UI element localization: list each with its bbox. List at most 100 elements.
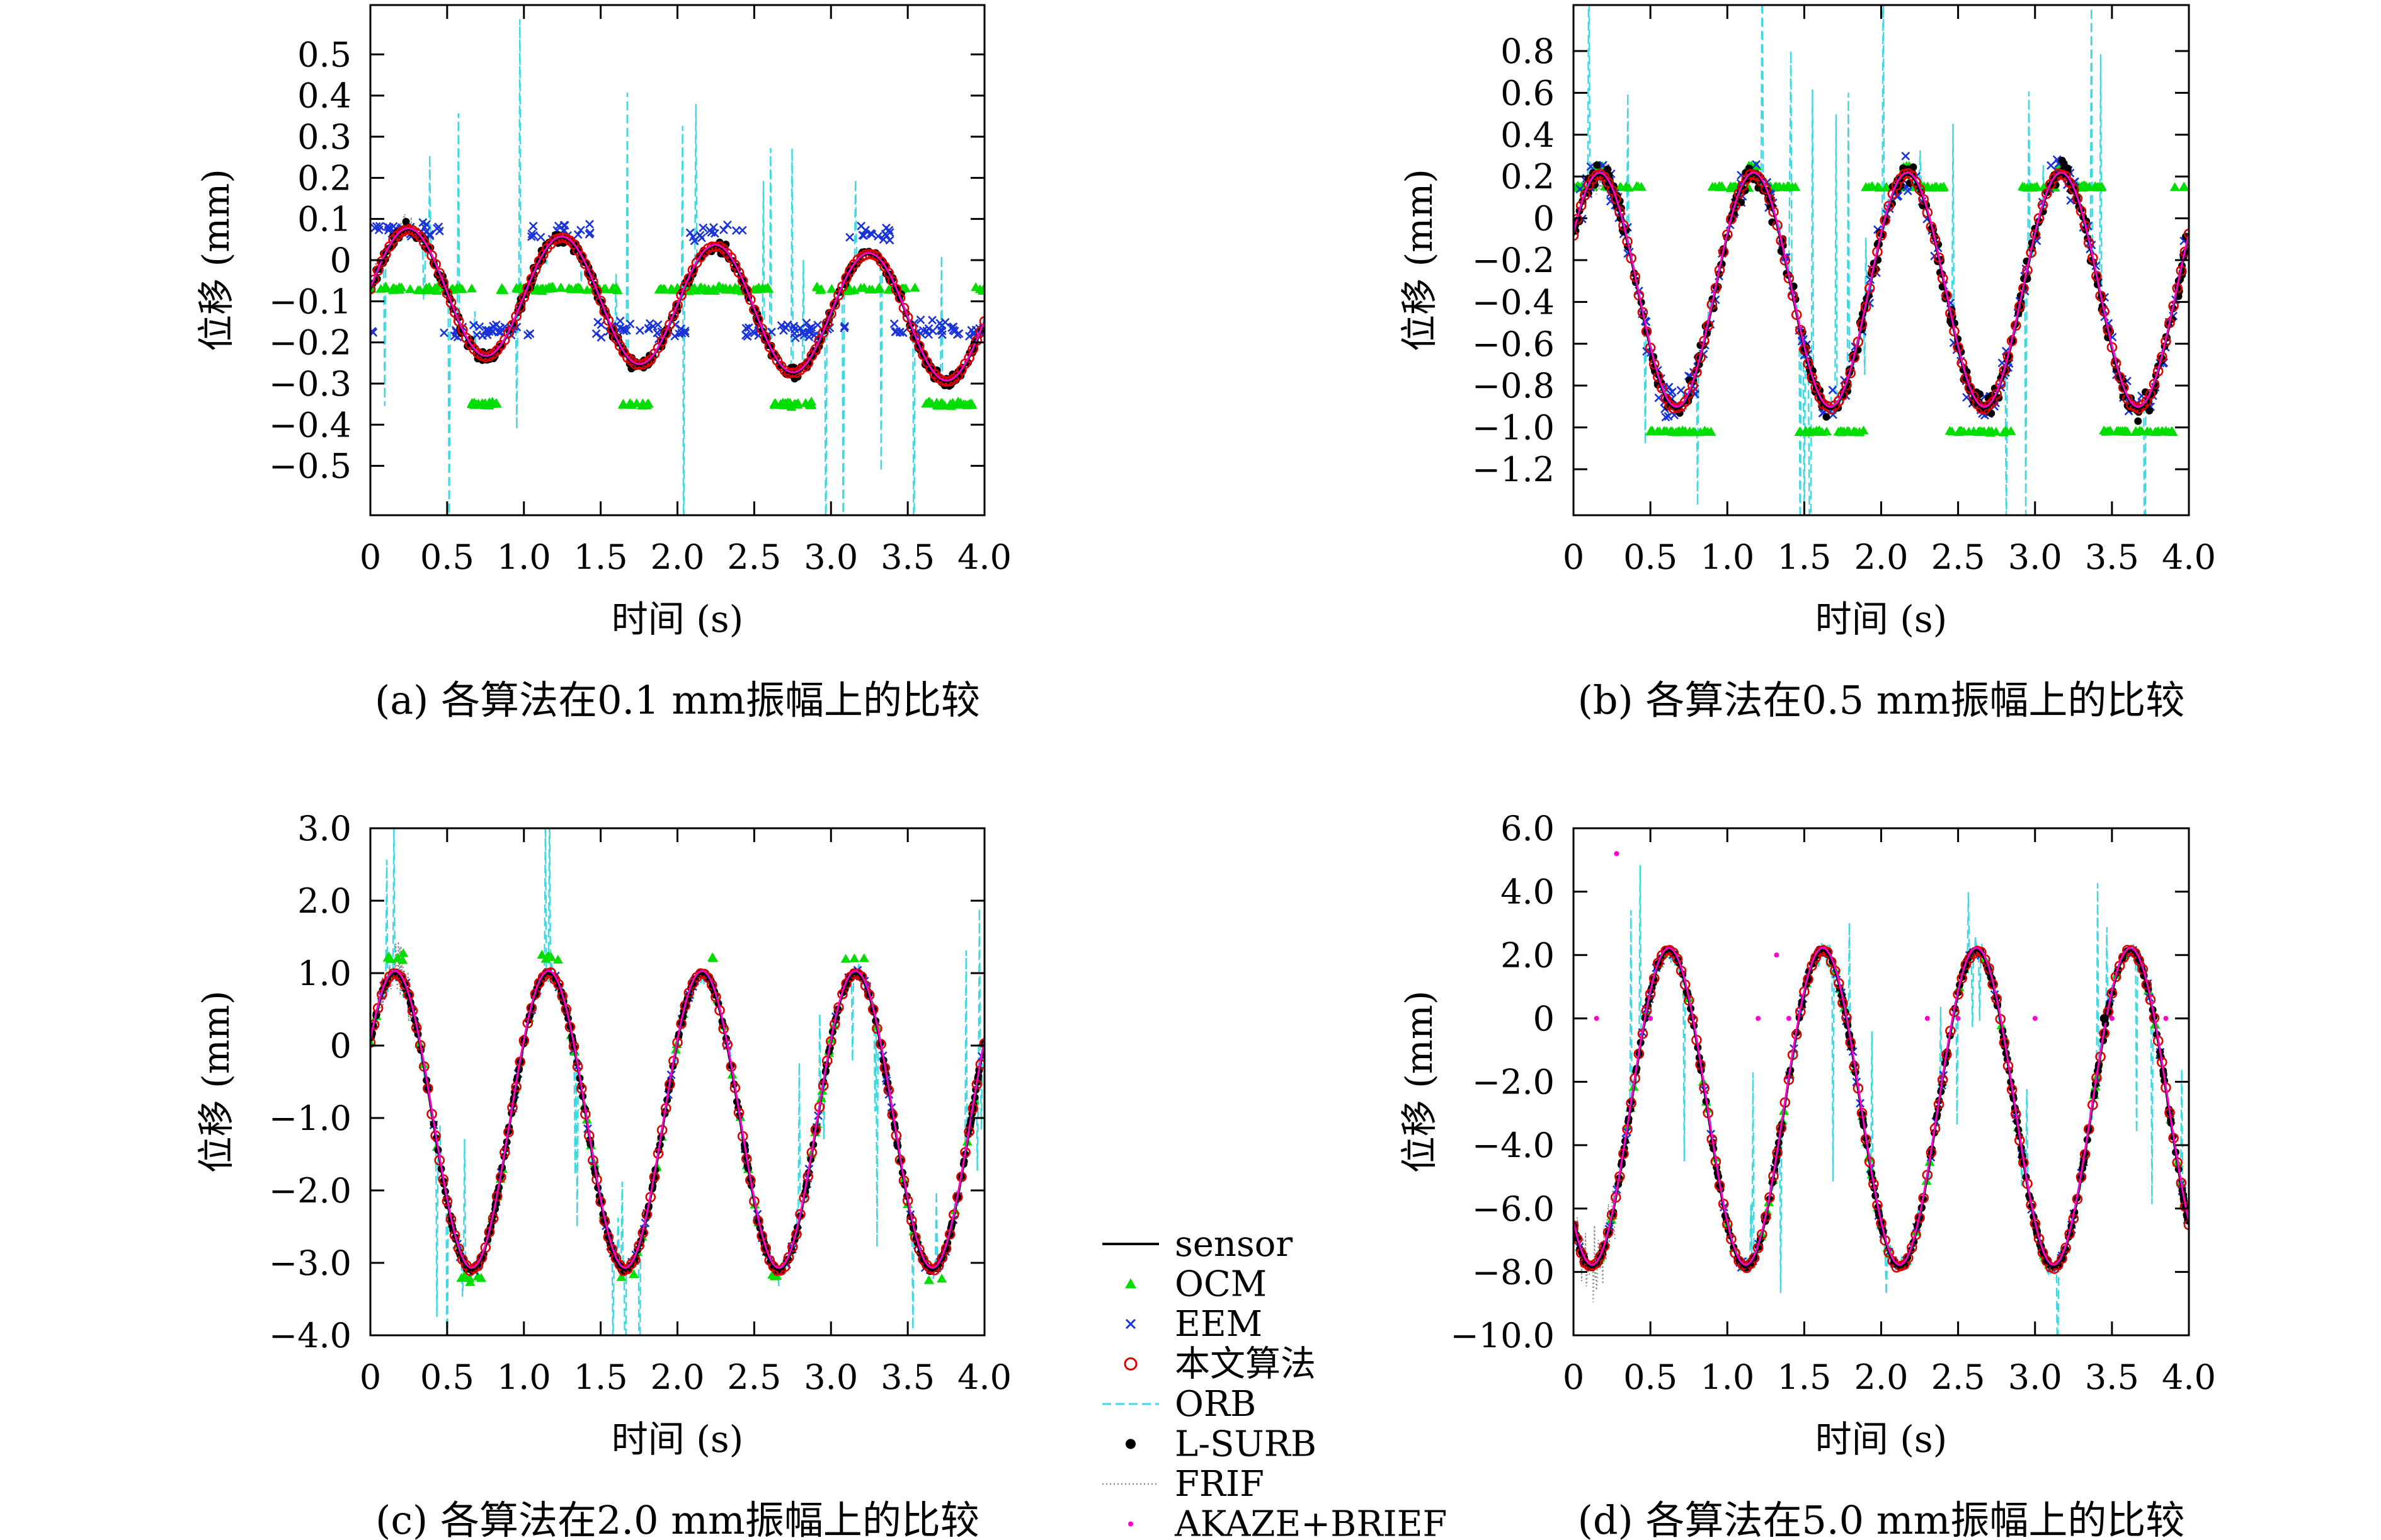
ocm-point — [826, 283, 837, 293]
ours-point — [737, 275, 748, 287]
ours-point — [370, 1037, 376, 1048]
ours-point — [445, 297, 457, 308]
series-akaze-line — [370, 969, 985, 1269]
ours-point — [837, 281, 848, 292]
ocm-point — [769, 1271, 780, 1280]
y-tick-label: 2.0 — [1500, 935, 1555, 975]
ours-point — [2183, 229, 2189, 239]
ocm-point — [964, 399, 974, 409]
ocm-point — [2022, 183, 2033, 192]
y-axis-label: 位移 (mm) — [195, 991, 237, 1173]
ocm-point — [2142, 426, 2152, 435]
ours-point — [668, 309, 679, 321]
ocm-point — [472, 1271, 483, 1280]
y-tick-label: −0.8 — [1472, 366, 1555, 406]
plot-area — [1573, 851, 2189, 1335]
x-axis-label: 时间 (s) — [612, 1418, 743, 1461]
ocm-point — [1999, 427, 2009, 436]
series-akaze-line — [370, 227, 985, 382]
eem-point — [576, 225, 585, 235]
ocm-point — [564, 283, 574, 292]
eem-point — [670, 331, 680, 341]
y-tick-label: 1.0 — [297, 954, 351, 993]
eem-point — [859, 231, 869, 240]
eem-point — [1586, 162, 1596, 171]
eem-point — [807, 322, 816, 332]
y-tick-label: −4.0 — [1472, 1126, 1555, 1165]
series-akaze-line — [1573, 171, 2189, 408]
ours-point — [1573, 1220, 1579, 1231]
ocm-point — [1573, 182, 1579, 191]
y-tick-label: 0.5 — [297, 35, 351, 74]
legend-item-ours: 本文算法 — [1124, 1344, 1316, 1385]
eem-point — [741, 324, 751, 333]
lsurb-outlier — [2099, 1013, 2109, 1023]
ours-point — [914, 340, 925, 351]
y-tick-label: 0.6 — [1500, 73, 1555, 113]
ocm-point — [1954, 426, 1965, 435]
lsurb-point — [1822, 413, 1830, 421]
eem-point — [472, 330, 481, 339]
ocm-point — [812, 282, 823, 292]
ocm-point — [1716, 181, 1727, 190]
eem-point — [797, 328, 807, 337]
ours-point — [902, 312, 913, 323]
eem-point — [625, 319, 635, 329]
x-tick-label: 0.5 — [1623, 537, 1677, 577]
eem-point — [885, 228, 894, 237]
ocm-point — [654, 285, 665, 294]
eem-point — [857, 221, 866, 231]
y-tick-label: −0.2 — [269, 323, 351, 363]
y-tick-label: 0 — [330, 241, 351, 280]
ocm-point — [923, 1275, 934, 1284]
akaze-outlier — [2032, 1015, 2038, 1021]
ocm-point — [806, 396, 817, 406]
eem-point — [653, 328, 662, 338]
ocm-point — [924, 397, 935, 406]
ocm-point — [859, 282, 869, 292]
ocm-point — [394, 282, 404, 292]
ours-point — [518, 292, 530, 303]
ocm-point — [405, 284, 416, 294]
ours-point — [760, 333, 771, 343]
ours-point — [599, 306, 610, 317]
chart-caption: (a) 各算法在0.1 mm振幅上的比较 — [375, 677, 980, 723]
ocm-point — [2166, 426, 2177, 435]
eem-point — [523, 331, 532, 340]
ocm-point — [873, 284, 883, 294]
ocm-point — [464, 1273, 475, 1282]
ocm-point — [1947, 426, 1957, 436]
y-tick-label: −0.5 — [269, 447, 351, 486]
ours-point — [583, 268, 595, 279]
eem-point — [384, 225, 393, 235]
x-tick-label: 3.5 — [2085, 537, 2139, 577]
akaze-outlier — [1756, 1015, 1761, 1021]
ocm-point — [1778, 182, 1789, 191]
ocm-point — [466, 283, 477, 293]
ours-point — [372, 265, 384, 276]
ours-point — [665, 319, 675, 330]
ocm-point — [721, 283, 731, 292]
akaze-outlier — [2163, 1015, 2169, 1021]
ocm-point — [954, 399, 965, 409]
y-tick-label: −1.0 — [1472, 408, 1555, 448]
eem-point — [884, 225, 894, 235]
ours-point — [370, 274, 380, 285]
eem-point — [484, 326, 493, 335]
ours-point — [1657, 382, 1667, 394]
ocm-point — [752, 284, 763, 294]
ocm-point — [2130, 426, 2141, 435]
eem-point — [1828, 385, 1837, 395]
ours-point — [818, 327, 829, 338]
ocm-point — [1974, 426, 1985, 435]
y-tick-label: −10.0 — [1451, 1316, 1555, 1355]
ours-point — [595, 295, 606, 307]
ours-point — [672, 300, 683, 311]
plot-area — [1573, 5, 2189, 515]
ours-point — [749, 304, 760, 316]
akaze-outlier — [1774, 952, 1779, 958]
y-tick-label: 0.4 — [1500, 115, 1555, 155]
ocm-point — [2030, 182, 2040, 191]
eem-point — [440, 328, 448, 338]
